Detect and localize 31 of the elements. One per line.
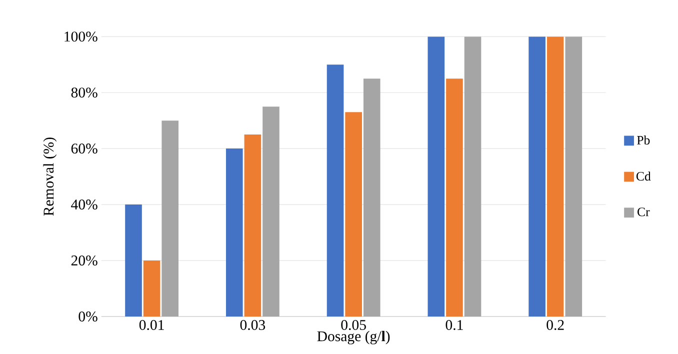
y-tick-label: 100%	[64, 32, 98, 42]
x-tick-label: 0.2	[546, 320, 564, 330]
bar	[326, 64, 344, 316]
bar	[528, 36, 546, 316]
legend-label: Pb	[637, 135, 650, 144]
y-axis-title: Removal (%)	[43, 138, 57, 216]
legend-label: Cr	[638, 208, 650, 216]
bar	[464, 36, 482, 316]
y-tick-label: 0%	[78, 311, 98, 322]
bar	[244, 134, 262, 316]
bar	[446, 78, 463, 316]
bar	[125, 204, 142, 316]
bar	[565, 36, 582, 316]
x-tick-label: 0.01	[139, 320, 164, 330]
bar	[363, 78, 380, 316]
y-tick-label: 60%	[71, 144, 98, 154]
y-tick-label: 40%	[71, 199, 98, 210]
bar	[226, 148, 243, 316]
x-tick-label: 0.05	[341, 320, 366, 330]
bar	[345, 112, 362, 316]
x-tick-label: 0.1	[446, 320, 463, 330]
x-tick-label: 0.03	[240, 320, 266, 330]
bar	[143, 260, 160, 316]
bar	[546, 36, 564, 316]
bar	[262, 106, 280, 316]
x-axis-title: Dosage (g/l)	[317, 330, 390, 344]
bar	[428, 36, 445, 316]
y-tick-label: 20%	[71, 255, 98, 266]
legend-label: Cd	[636, 172, 651, 181]
y-tick-label: 80%	[71, 88, 98, 98]
bar	[162, 120, 179, 316]
